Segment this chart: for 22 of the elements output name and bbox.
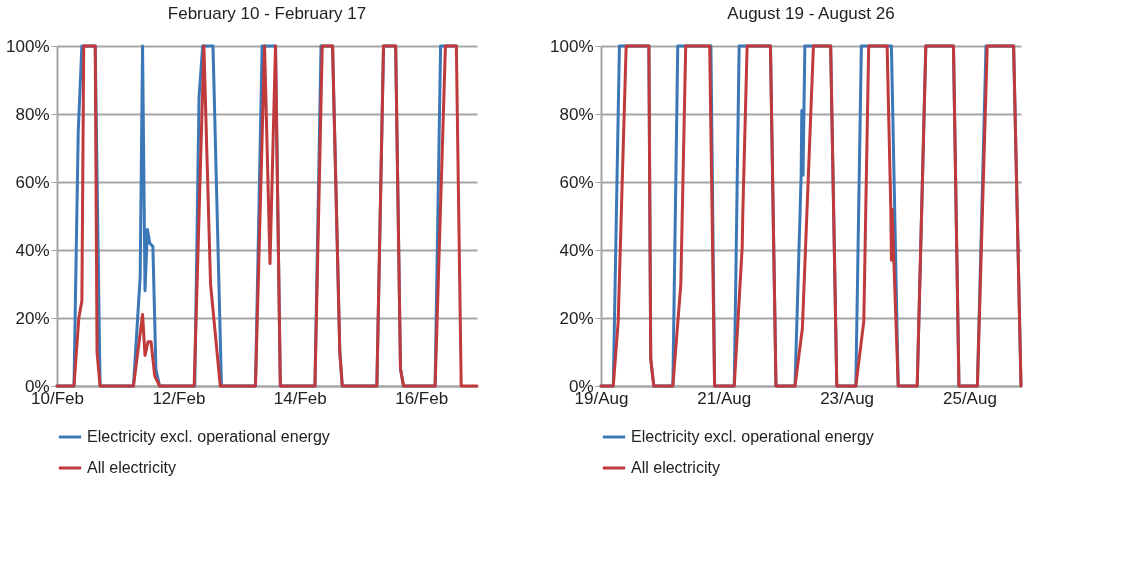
y-tick-label: 80% — [15, 104, 50, 124]
y-tick-label: 80% — [559, 104, 594, 124]
y-tick-label: 40% — [15, 240, 50, 260]
x-tick-label: 21/Aug — [697, 388, 752, 408]
legend-label: All electricity — [87, 459, 176, 476]
y-tick-label: 40% — [559, 240, 594, 260]
y-tick-label: 100% — [550, 36, 594, 56]
legend-label: All electricity — [631, 459, 720, 476]
y-tick-label: 60% — [559, 172, 594, 192]
x-tick-label: 12/Feb — [152, 388, 206, 408]
y-tick-label: 100% — [6, 36, 50, 56]
y-tick-label: 60% — [15, 172, 50, 192]
x-tick-label: 14/Feb — [273, 388, 327, 408]
chart-title: August 19 - August 26 — [727, 4, 895, 23]
chart-title: February 10 - February 17 — [167, 4, 367, 23]
x-tick-label: 25/Aug — [942, 388, 997, 408]
legend-label: Electricity excl. operational energy — [631, 428, 874, 445]
x-tick-label: 16/Feb — [395, 388, 449, 408]
legend-label: Electricity excl. operational energy — [87, 428, 330, 445]
y-tick-label: 20% — [15, 308, 50, 328]
y-tick-label: 20% — [559, 308, 594, 328]
x-tick-label: 23/Aug — [820, 388, 875, 408]
